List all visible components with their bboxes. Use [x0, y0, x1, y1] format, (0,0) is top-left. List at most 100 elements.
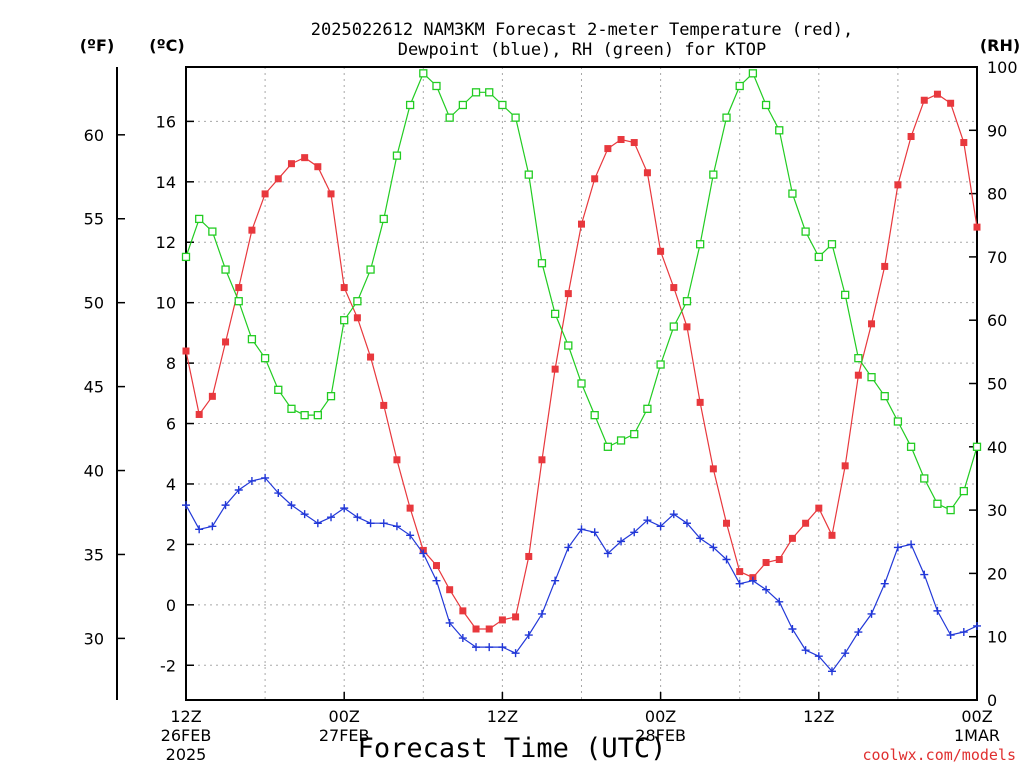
rh-point — [274, 385, 283, 394]
series-layer — [181, 69, 982, 676]
dewpoint-point — [485, 643, 494, 652]
credit-text: coolwx.com/models — [862, 746, 1016, 764]
rh-tick-label: 60 — [987, 311, 1007, 330]
dewpoint-point — [603, 549, 612, 558]
rh-point — [458, 100, 468, 110]
rh-point — [669, 322, 678, 331]
rh-point — [933, 499, 942, 508]
rh-tick-label: 0 — [987, 691, 997, 710]
temperature-point — [775, 556, 783, 564]
dewpoint-point — [406, 531, 415, 540]
dewpoint-point — [630, 528, 639, 537]
celsius-tick-label: 4 — [166, 475, 176, 494]
temperature-point — [498, 616, 506, 624]
x-tick-date-label: 26FEB — [161, 726, 212, 745]
dewpoint-point — [300, 510, 309, 519]
dewpoint-point — [907, 540, 916, 549]
dewpoint-point — [366, 519, 375, 528]
dewpoint-point — [327, 513, 336, 522]
rh-point — [761, 100, 771, 110]
temperature-point — [630, 139, 638, 147]
rh-point — [537, 259, 547, 268]
temperature-point — [604, 145, 612, 153]
rh-point — [643, 404, 652, 413]
rh-point — [247, 335, 257, 344]
temperature-point — [881, 262, 889, 270]
temperature-point — [736, 568, 744, 576]
fahrenheit-tick-label: 60 — [84, 126, 104, 145]
rh-point — [471, 88, 481, 97]
rh-point — [234, 297, 243, 306]
temperature-point — [657, 247, 665, 255]
rh-point — [603, 442, 613, 451]
temperature-point — [208, 392, 216, 400]
dewpoint-point — [274, 489, 283, 498]
temperature-point — [828, 531, 836, 539]
celsius-tick-label: 0 — [166, 596, 176, 615]
dewpoint-point — [182, 501, 190, 510]
rh-point — [353, 297, 362, 306]
rh-point — [616, 436, 626, 445]
rh-point — [419, 69, 428, 78]
dewpoint-point — [564, 543, 573, 552]
rh-point — [814, 252, 823, 262]
temperature-point — [578, 220, 585, 228]
rh-tick-label: 10 — [987, 628, 1007, 647]
temperature-point — [485, 625, 493, 633]
temperature-point — [696, 398, 704, 406]
celsius-tick-label: 10 — [156, 294, 176, 313]
rh-point — [682, 297, 692, 306]
temperature-point — [709, 465, 717, 473]
temperature-point — [564, 290, 572, 298]
rh-point — [906, 442, 916, 451]
temperature-point — [947, 99, 955, 107]
dewpoint-point — [247, 476, 256, 485]
celsius-tick-label: 2 — [166, 535, 176, 554]
dewpoint-point — [195, 525, 204, 534]
fahrenheit-tick-label: 55 — [84, 210, 104, 229]
dewpoint-point — [472, 643, 481, 652]
dewpoint-point — [762, 585, 771, 594]
temperature-point — [327, 190, 335, 198]
rh-tick-label: 90 — [987, 121, 1007, 140]
axes — [116, 66, 978, 701]
dewpoint-point — [392, 522, 401, 531]
temperature-point — [274, 175, 282, 183]
temperature-point — [222, 338, 230, 346]
temperature-point — [353, 314, 361, 322]
dewpoint-point — [458, 634, 467, 643]
rh-point — [260, 354, 270, 363]
dewpoint-point — [933, 606, 942, 615]
text-layer: 2025022612 NAM3KM Forecast 2-meter Tempe… — [80, 20, 1020, 764]
temperature-point — [195, 410, 203, 418]
temperature-point — [802, 519, 810, 527]
x-tick-date-label: 28FEB — [635, 726, 686, 745]
x-tick-time-label: 00Z — [329, 707, 360, 726]
rh-point — [445, 113, 454, 122]
rh-point — [208, 227, 217, 236]
rh-point — [511, 113, 520, 122]
dewpoint-point — [788, 624, 797, 633]
rh-line — [185, 72, 978, 511]
chart-title-line-2: Dewpoint (blue), RH (green) for KTOP — [398, 40, 766, 60]
rh-point — [867, 373, 876, 382]
fahrenheit-tick-label: 45 — [84, 378, 104, 397]
dewpoint-point — [313, 519, 322, 528]
celsius-tick-label: 16 — [156, 112, 176, 131]
rh-point — [340, 316, 349, 325]
rh-point — [590, 410, 599, 420]
rh-point — [972, 442, 982, 451]
rh-point — [893, 417, 903, 426]
rh-tick-label: 70 — [987, 248, 1007, 267]
rh-point — [748, 69, 758, 78]
dewpoint-point — [353, 513, 362, 522]
fahrenheit-unit-label: (ºF) — [80, 36, 115, 55]
x-axis-title: Forecast Time (UTC) — [358, 733, 667, 764]
x-tick-time-label: 00Z — [645, 707, 676, 726]
dewpoint-point — [814, 652, 823, 661]
temperature-point — [248, 226, 256, 234]
temperature-point — [380, 401, 388, 409]
dewpoint-point — [775, 597, 784, 606]
rh-point — [524, 170, 533, 179]
